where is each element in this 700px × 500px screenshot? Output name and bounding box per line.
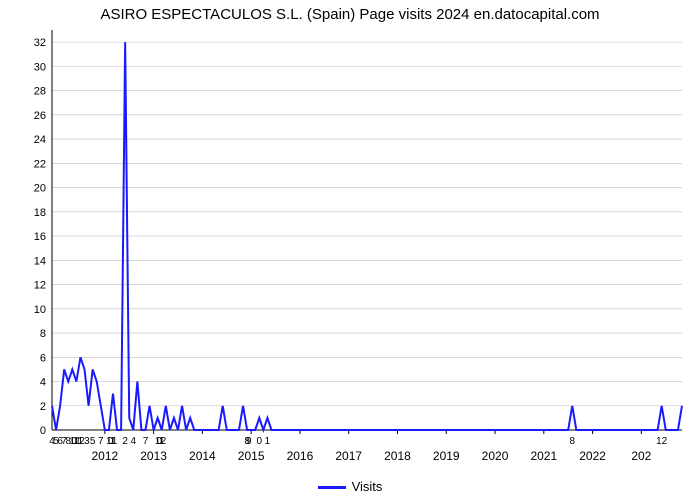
svg-text:7: 7: [143, 436, 149, 447]
svg-text:0: 0: [40, 425, 46, 437]
svg-text:2017: 2017: [335, 449, 362, 463]
svg-text:2022: 2022: [579, 449, 606, 463]
svg-text:20: 20: [34, 183, 46, 195]
svg-text:6: 6: [40, 352, 46, 364]
svg-text:2012: 2012: [91, 449, 118, 463]
svg-text:2013: 2013: [140, 449, 167, 463]
svg-text:22: 22: [34, 158, 46, 170]
svg-text:12: 12: [34, 280, 46, 292]
svg-text:28: 28: [34, 86, 46, 98]
svg-text:7: 7: [98, 436, 104, 447]
visits-line-chart: ASIRO ESPECTACULOS S.L. (Spain) Page vis…: [0, 0, 700, 500]
svg-text:5: 5: [90, 436, 96, 447]
svg-text:1: 1: [265, 436, 271, 447]
svg-text:14: 14: [34, 255, 46, 267]
svg-text:18: 18: [34, 207, 46, 219]
svg-text:2018: 2018: [384, 449, 411, 463]
svg-text:2020: 2020: [482, 449, 509, 463]
x-axis-label: Visits: [0, 479, 700, 494]
svg-text:24: 24: [34, 134, 46, 146]
svg-text:2: 2: [40, 401, 46, 413]
svg-text:9: 9: [246, 436, 252, 447]
svg-text:4: 4: [131, 436, 137, 447]
svg-text:12: 12: [656, 436, 668, 447]
svg-text:2019: 2019: [433, 449, 460, 463]
svg-text:2014: 2014: [189, 449, 216, 463]
svg-text:0: 0: [257, 436, 263, 447]
svg-text:2021: 2021: [530, 449, 557, 463]
x-axis-label-text: Visits: [352, 479, 383, 494]
svg-text:4: 4: [40, 377, 46, 389]
svg-text:202: 202: [631, 449, 651, 463]
svg-text:2: 2: [161, 436, 167, 447]
legend-swatch: [318, 486, 346, 489]
svg-text:30: 30: [34, 61, 46, 73]
svg-text:1: 1: [112, 436, 118, 447]
chart-svg: 0246810121416182022242628303245678101112…: [0, 0, 700, 500]
chart-title: ASIRO ESPECTACULOS S.L. (Spain) Page vis…: [0, 6, 700, 23]
svg-text:8: 8: [40, 328, 46, 340]
svg-text:2: 2: [122, 436, 128, 447]
svg-text:2016: 2016: [287, 449, 314, 463]
svg-text:10: 10: [34, 304, 46, 316]
svg-text:32: 32: [34, 37, 46, 49]
svg-text:8: 8: [569, 436, 575, 447]
svg-text:2015: 2015: [238, 449, 265, 463]
svg-text:16: 16: [34, 231, 46, 243]
svg-text:26: 26: [34, 110, 46, 122]
